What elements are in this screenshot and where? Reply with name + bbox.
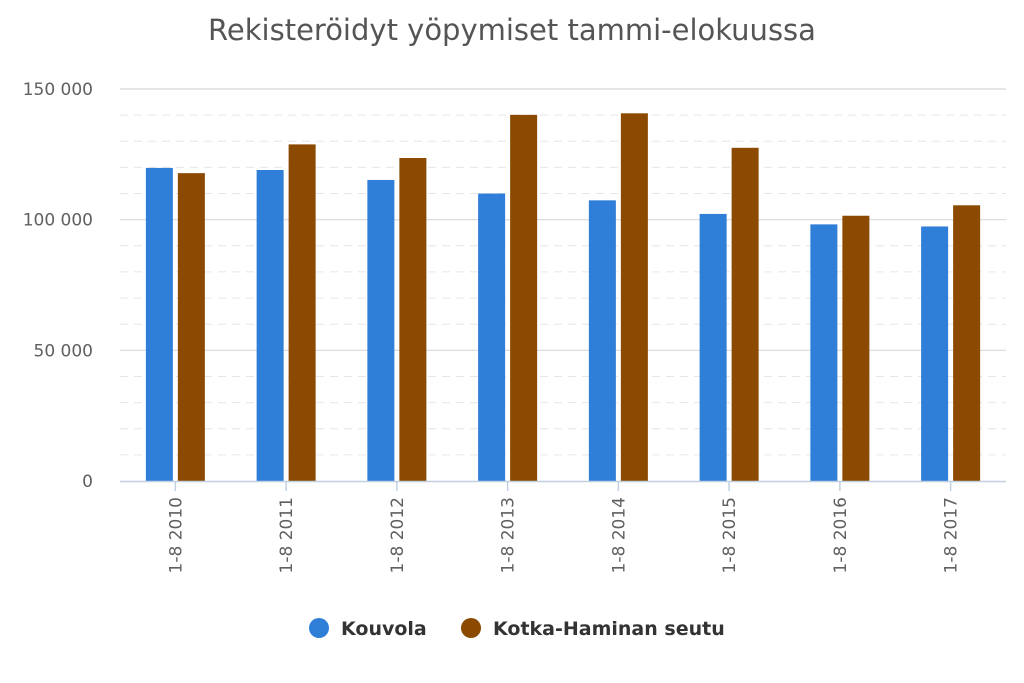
legend-item-kouvola[interactable]: Kouvola <box>309 618 427 640</box>
y-tick-label: 50 000 <box>34 341 93 361</box>
bar-kouvola-5[interactable] <box>699 213 727 481</box>
bar-kotka-haminan-seutu-1[interactable] <box>288 144 316 482</box>
y-tick-label: 0 <box>82 472 93 492</box>
legend-marker-icon <box>309 618 329 638</box>
bar-kouvola-0[interactable] <box>145 167 173 481</box>
x-axis: 1-8 2010 1-8 2011 1-8 2012 1-8 2013 1-8 2014… <box>120 480 1006 573</box>
bar-kouvola-1[interactable] <box>256 170 284 481</box>
chart-title: Rekisteröidyt yöpymiset tammi-elokuussa <box>208 13 816 47</box>
y-axis-ticks: 0 50 000 100 000 150 000 <box>23 80 93 492</box>
legend-label: Kouvola <box>341 618 427 640</box>
bar-kouvola-3[interactable] <box>478 193 506 482</box>
x-tick-label: 1-8 2016 <box>831 497 851 573</box>
x-tick-label: 1-8 2017 <box>942 497 962 573</box>
x-tick-label: 1-8 2015 <box>720 497 740 573</box>
bar-kotka-haminan-seutu-2[interactable] <box>399 157 427 481</box>
bar-kouvola-7[interactable] <box>921 226 949 481</box>
legend[interactable]: Kouvola Kotka-Haminan seutu <box>309 618 725 640</box>
x-tick-label: 1-8 2013 <box>499 497 519 573</box>
legend-marker-icon <box>461 618 481 638</box>
bar-kouvola-4[interactable] <box>588 200 616 481</box>
bars <box>145 113 981 482</box>
y-tick-label: 100 000 <box>23 211 93 231</box>
legend-label: Kotka-Haminan seutu <box>493 618 725 640</box>
x-tick-label: 1-8 2010 <box>166 497 186 573</box>
bar-kotka-haminan-seutu-0[interactable] <box>177 173 205 481</box>
grid <box>120 88 1006 456</box>
bar-kouvola-2[interactable] <box>367 179 395 481</box>
bar-kouvola-6[interactable] <box>810 224 838 481</box>
bar-kotka-haminan-seutu-3[interactable] <box>510 114 538 481</box>
bar-kotka-haminan-seutu-7[interactable] <box>953 205 981 481</box>
bar-kotka-haminan-seutu-4[interactable] <box>620 113 648 481</box>
legend-item-kotka-haminan-seutu[interactable]: Kotka-Haminan seutu <box>461 618 725 640</box>
x-tick-label: 1-8 2011 <box>277 497 297 573</box>
y-tick-label: 150 000 <box>23 80 93 100</box>
bar-kotka-haminan-seutu-6[interactable] <box>842 215 870 481</box>
bar-kotka-haminan-seutu-5[interactable] <box>731 147 759 482</box>
x-tick-label: 1-8 2012 <box>388 497 408 573</box>
x-tick-label: 1-8 2014 <box>609 497 629 573</box>
